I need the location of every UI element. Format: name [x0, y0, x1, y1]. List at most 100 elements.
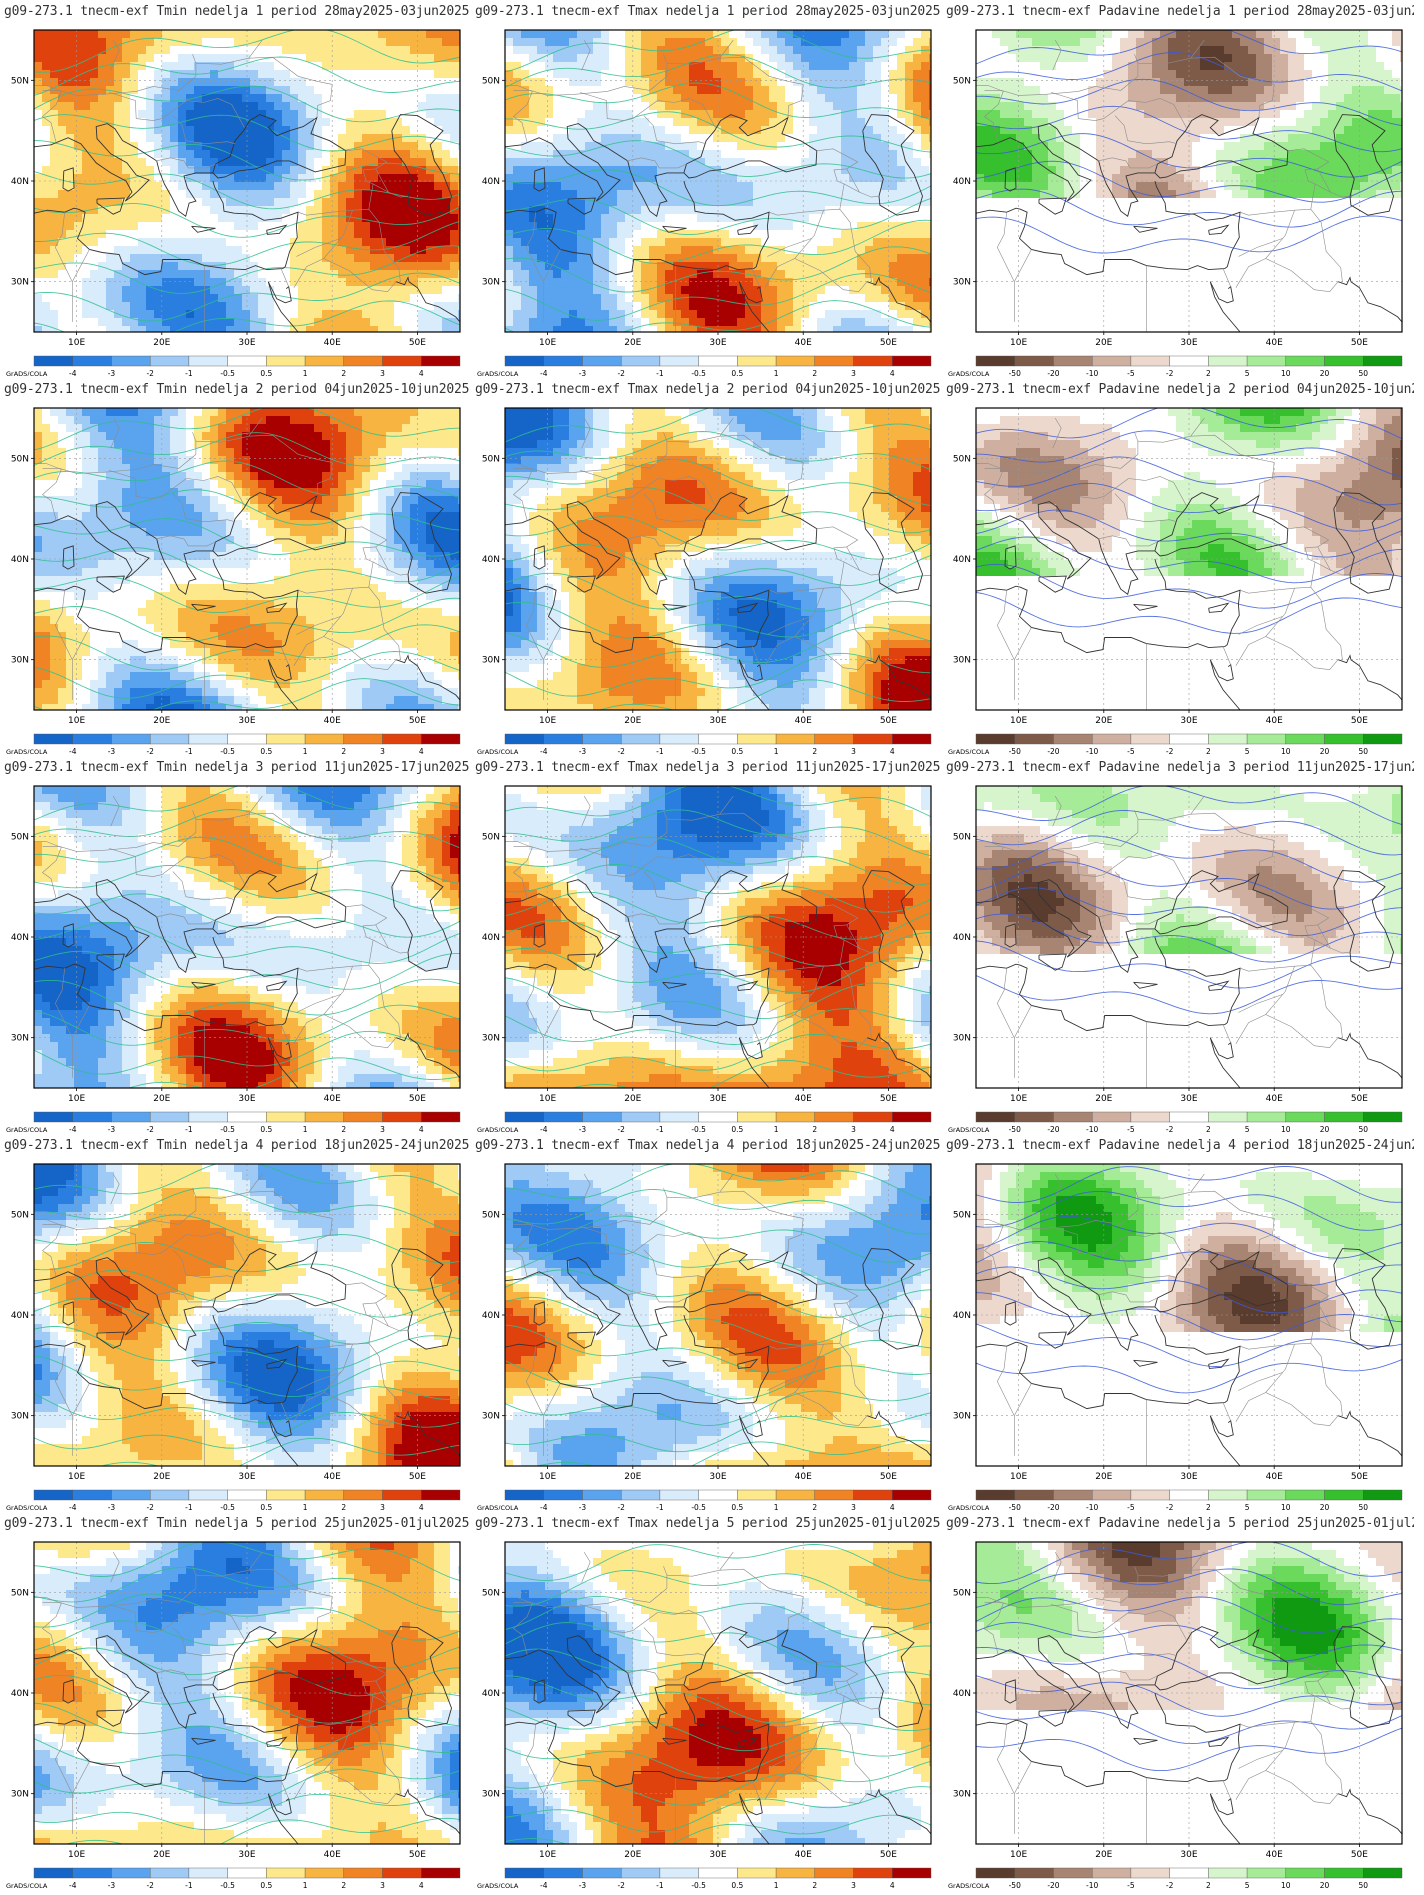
coastlines [976, 1551, 1402, 1844]
lon-tick-label: 40E [1266, 1094, 1283, 1104]
panel-title: g09-273.1 tnecm-exf Tmax nedelja 2 perio… [475, 378, 943, 402]
graticule [976, 786, 1402, 1088]
legend-label: -2 [146, 369, 154, 376]
lon-tick-label: 20E [624, 338, 641, 348]
lon-tick-label: 30E [1180, 1472, 1197, 1482]
lat-tick-label: 30N [482, 278, 500, 288]
legend-label: 20 [1320, 369, 1330, 376]
coastlines [505, 1551, 931, 1844]
legend-label: 0.5 [731, 1503, 743, 1510]
lon-tick-label: 30E [709, 1094, 726, 1104]
lon-tick-label: 40E [1266, 1472, 1283, 1482]
grads-cola-label: GrADS/COLA [948, 748, 990, 754]
lon-tick-label: 20E [153, 1472, 170, 1482]
legend-label: -50 [1009, 747, 1021, 754]
legend-label: 1 [303, 747, 308, 754]
legend-label: 10 [1281, 747, 1291, 754]
legend-label: -0.5 [220, 1125, 235, 1132]
grads-cola-label: GrADS/COLA [477, 748, 519, 754]
legend-label: -0.5 [220, 1881, 235, 1888]
anomaly-shading [976, 408, 1402, 576]
lon-tick-label: 50E [1351, 1850, 1368, 1860]
lon-tick-label: 40E [795, 716, 812, 726]
lon-tick-label: 20E [153, 1094, 170, 1104]
lat-tick-label: 40N [11, 177, 29, 187]
legend-label: 2 [1206, 747, 1211, 754]
legend-label: 2 [341, 1881, 346, 1888]
temperature-legend: -4 -3 -2 -1 -0.5 0.5 1 2 3 4 [33, 1489, 461, 1510]
legend-label: -1 [185, 369, 193, 376]
lat-tick-label: 40N [482, 177, 500, 187]
map-panel-padavine-week-3: g09-273.1 tnecm-exf Padavine nedelja 3 p… [946, 756, 1414, 1132]
legend-label: -4 [69, 369, 77, 376]
contour-lines [976, 30, 1402, 254]
legend-label: -5 [1127, 1125, 1135, 1132]
legend-label: 1 [303, 1881, 308, 1888]
legend-label: 0.5 [260, 369, 272, 376]
lon-tick-label: 50E [880, 1094, 897, 1104]
lat-tick-label: 40N [11, 555, 29, 565]
coastlines [976, 417, 1402, 710]
lat-tick-label: 30N [11, 1790, 29, 1800]
anomaly-map: 10E 20E 30E 40E 50E 50N 40N 30N -4 -3 -2 -1 -0.5 0.5 1… [477, 1541, 932, 1888]
legend-label: -4 [69, 747, 77, 754]
legend-label: -50 [1009, 1503, 1021, 1510]
legend-label: 3 [380, 369, 385, 376]
legend-label: -3 [579, 1125, 587, 1132]
lon-tick-label: 10E [539, 716, 556, 726]
grads-cola-label: GrADS/COLA [6, 748, 48, 754]
contour-lines [976, 1166, 1402, 1394]
lon-tick-label: 30E [709, 1472, 726, 1482]
graticule [505, 1164, 931, 1466]
legend-label: 50 [1358, 747, 1368, 754]
lat-tick-label: 50N [482, 454, 500, 464]
lat-tick-label: 50N [482, 1588, 500, 1598]
lat-tick-label: 50N [11, 76, 29, 86]
lon-tick-label: 10E [1010, 1850, 1027, 1860]
lon-tick-label: 30E [238, 716, 255, 726]
legend-label: 50 [1358, 1503, 1368, 1510]
legend-label: -4 [540, 1503, 548, 1510]
legend-label: 2 [1206, 1881, 1211, 1888]
anomaly-shading [34, 408, 460, 710]
legend-label: 2 [812, 369, 817, 376]
lon-tick-label: 10E [68, 716, 85, 726]
anomaly-map: 10E 20E 30E 40E 50E 50N 40N 30N -4 -3 -2 -1 -0.5 0.5 1… [6, 407, 461, 754]
anomaly-map: 10E 20E 30E 40E 50E 50N 40N 30N -4 -3 -2 -1 -0.5 0.5 1… [6, 1163, 461, 1510]
legend-label: 2 [341, 369, 346, 376]
lon-tick-label: 40E [324, 1094, 341, 1104]
precipitation-legend: -50 -20 -10 -5 -2 2 5 10 20 50 [975, 1867, 1403, 1888]
legend-label: 2 [1206, 1503, 1211, 1510]
map-panel-tmax-week-3: g09-273.1 tnecm-exf Tmax nedelja 3 perio… [475, 756, 943, 1132]
legend-label: 5 [1245, 1503, 1250, 1510]
grads-cola-label: GrADS/COLA [948, 370, 990, 376]
graticule [505, 786, 931, 1088]
lon-tick-label: 30E [238, 1850, 255, 1860]
legend-label: 10 [1281, 1881, 1291, 1888]
legend-label: -2 [146, 1125, 154, 1132]
legend-label: -2 [146, 1503, 154, 1510]
graticule [976, 1542, 1402, 1844]
legend-label: 20 [1320, 747, 1330, 754]
legend-label: 1 [303, 1125, 308, 1132]
panel-title: g09-273.1 tnecm-exf Tmax nedelja 5 perio… [475, 1512, 943, 1536]
legend-label: 1 [774, 747, 779, 754]
lon-tick-label: 50E [1351, 716, 1368, 726]
coastlines [505, 1173, 931, 1466]
graticule [34, 408, 460, 710]
legend-label: 0.5 [260, 747, 272, 754]
lat-tick-label: 30N [953, 1790, 971, 1800]
legend-label: 0.5 [731, 1125, 743, 1132]
legend-label: 10 [1281, 369, 1291, 376]
map-panel-padavine-week-1: g09-273.1 tnecm-exf Padavine nedelja 1 p… [946, 0, 1414, 376]
graticule [505, 30, 931, 332]
legend-label: -0.5 [691, 1125, 706, 1132]
anomaly-map: 10E 20E 30E 40E 50E 50N 40N 30N -4 -3 -2 -1 -0.5 0.5 1… [6, 29, 461, 376]
legend-label: 0.5 [731, 747, 743, 754]
legend-label: -2 [1166, 1503, 1174, 1510]
graticule [976, 1164, 1402, 1466]
map-panel-tmax-week-4: g09-273.1 tnecm-exf Tmax nedelja 4 perio… [475, 1134, 943, 1510]
map-panel-tmax-week-2: g09-273.1 tnecm-exf Tmax nedelja 2 perio… [475, 378, 943, 754]
legend-label: 2 [812, 1881, 817, 1888]
lat-tick-label: 50N [953, 832, 971, 842]
